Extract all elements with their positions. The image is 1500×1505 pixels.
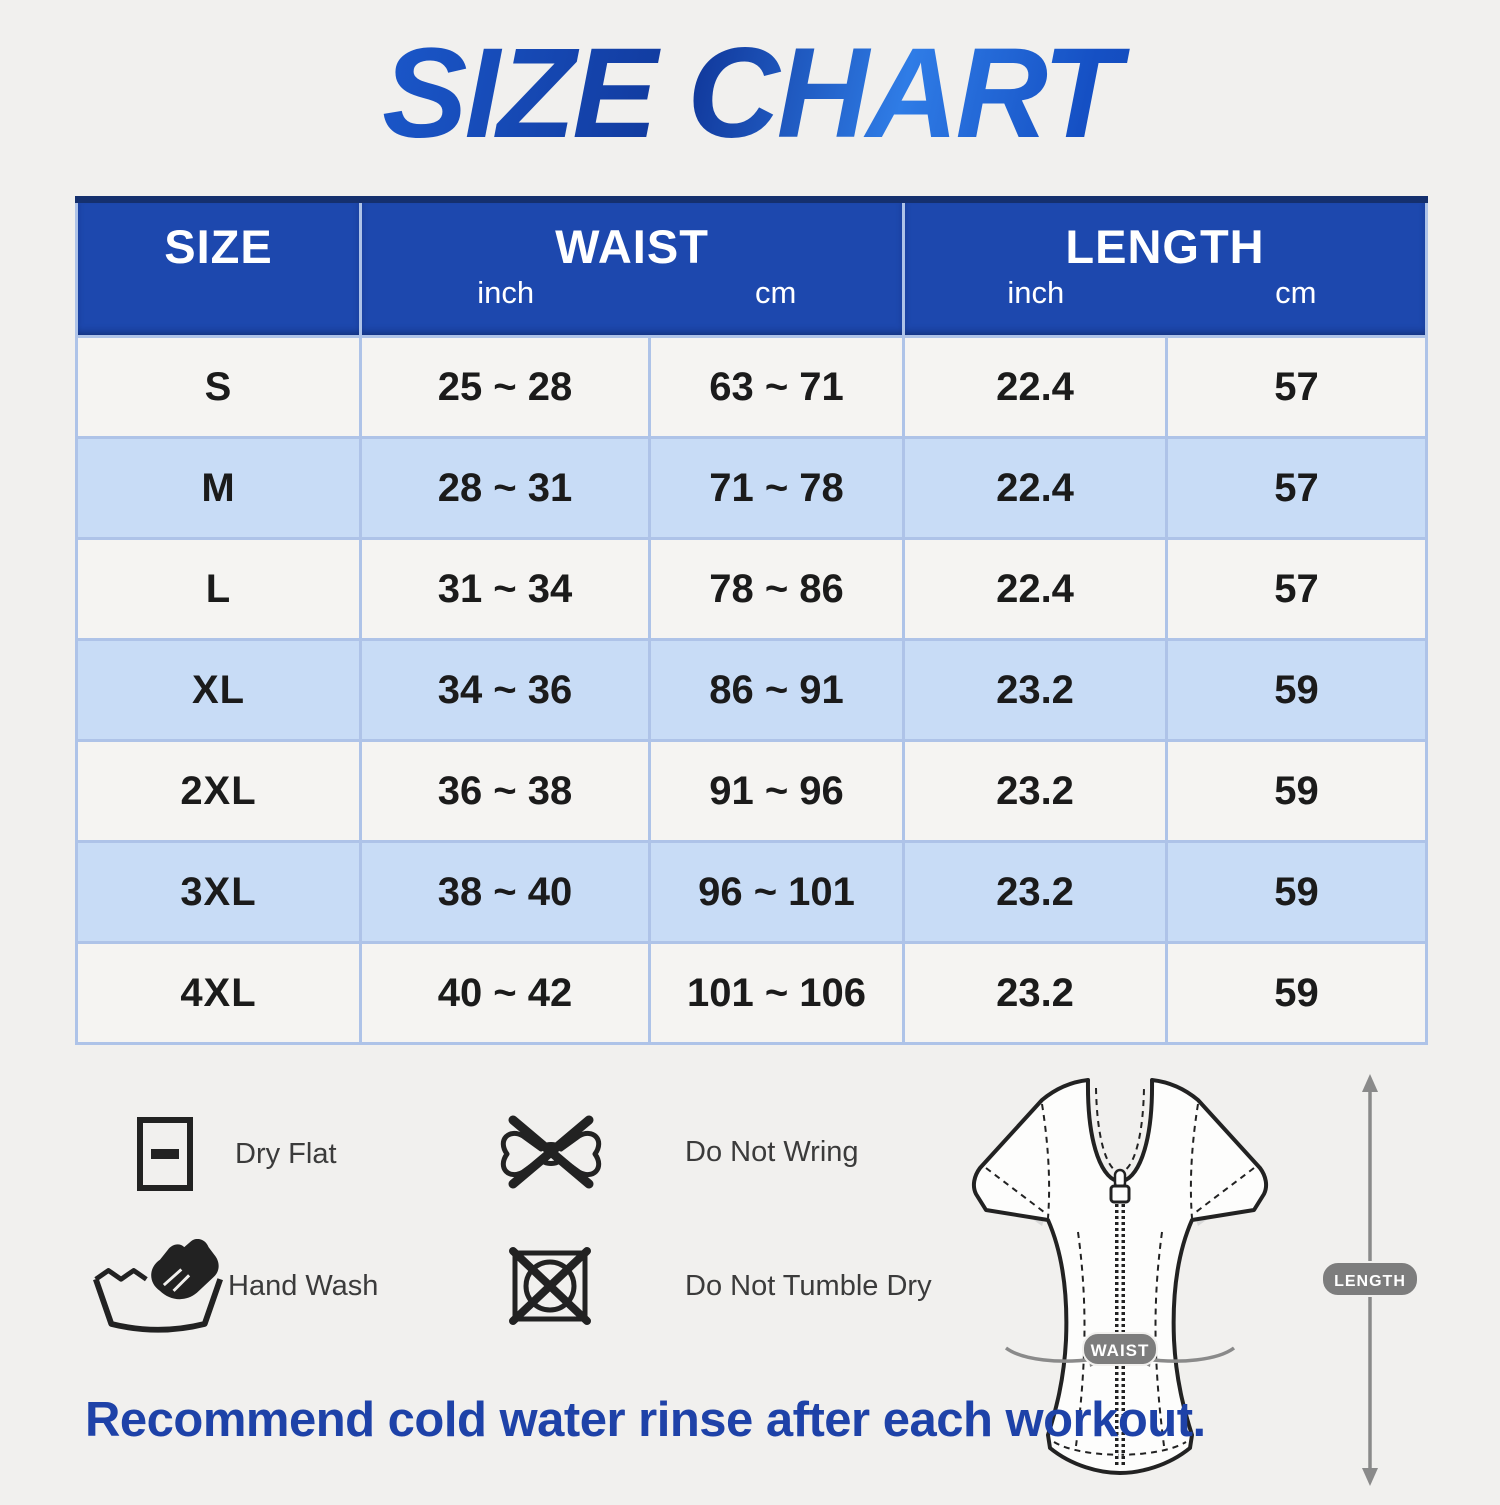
length-inch-value: 23.2 [902,941,1169,1045]
length-unit-inch: inch [1007,274,1065,310]
waist-unit-cm: cm [754,274,797,310]
waist-cm-value: 86 ~ 91 [647,638,906,742]
table-header: SIZE WAIST inch cm LENGTH inch cm [75,199,1429,338]
waist-cm-value: 71 ~ 78 [647,436,906,540]
size-value: 2XL [75,739,362,843]
length-cm-value: 59 [1165,941,1429,1045]
table-row: 4XL 40 ~ 42 101 ~ 106 23.2 59 [75,941,1429,1045]
length-cm-value: 57 [1165,537,1429,641]
care-item-hand-wash: Hand Wash [88,1236,378,1336]
page-title: SIZE CHART [0,20,1500,167]
garment-measure-diagram: WAIST LENGTH [950,1050,1430,1505]
waist-inch-value: 36 ~ 38 [359,739,651,843]
length-unit-cm: cm [1275,274,1317,310]
waist-arrows [1004,1346,1236,1363]
hand-wash-icon [88,1239,228,1333]
size-chart-table: SIZE WAIST inch cm LENGTH inch cm S [75,196,1429,1045]
care-item-dry-flat: Dry Flat [95,1108,337,1200]
waist-inch-value: 31 ~ 34 [359,537,651,641]
length-cm-value: 59 [1165,840,1429,944]
care-label: Do Not Wring [685,1135,859,1168]
waist-inch-value: 38 ~ 40 [359,840,651,944]
size-value: 4XL [75,941,362,1045]
waist-cm-value: 96 ~ 101 [647,840,906,944]
care-label: Hand Wash [228,1269,379,1302]
waist-label-pill: WAIST [1082,1332,1158,1366]
length-cm-value: 59 [1165,739,1429,843]
waist-inch-value: 28 ~ 31 [359,436,651,540]
size-value: S [75,335,362,439]
length-inch-value: 22.4 [902,537,1169,641]
table-row: 3XL 38 ~ 40 96 ~ 101 23.2 59 [75,840,1429,944]
care-label: Dry Flat [235,1137,337,1170]
waist-inch-value: 40 ~ 42 [359,941,651,1045]
waist-cm-value: 63 ~ 71 [647,335,906,439]
waist-inch-value: 25 ~ 28 [359,335,651,439]
length-cm-value: 57 [1165,335,1429,439]
length-cm-value: 59 [1165,638,1429,742]
garment-seams [985,1087,1255,1456]
size-value: XL [75,638,362,742]
header-waist: WAIST inch cm [358,199,906,338]
size-value: M [75,436,362,540]
waist-cm-value: 78 ~ 86 [647,537,906,641]
waist-cm-value: 101 ~ 106 [647,941,906,1045]
table-row: S 25 ~ 28 63 ~ 71 22.4 57 [75,335,1429,439]
length-inch-value: 22.4 [902,335,1169,439]
length-label-pill: LENGTH [1321,1261,1419,1297]
dry-flat-icon [95,1116,235,1192]
table-row: M 28 ~ 31 71 ~ 78 22.4 57 [75,436,1429,540]
length-inch-value: 23.2 [902,638,1169,742]
length-inch-value: 22.4 [902,436,1169,540]
do-not-wring-icon [492,1112,607,1192]
table-row: 2XL 36 ~ 38 91 ~ 96 23.2 59 [75,739,1429,843]
table-row: XL 34 ~ 36 86 ~ 91 23.2 59 [75,638,1429,742]
waist-label-text: WAIST [1091,1341,1150,1360]
do-not-tumble-dry-icon [492,1244,607,1328]
header-length: LENGTH inch cm [902,199,1429,338]
table-row: L 31 ~ 34 78 ~ 86 22.4 57 [75,537,1429,641]
size-value: L [75,537,362,641]
footer-note: Recommend cold water rinse after each wo… [85,1393,1206,1447]
size-value: 3XL [75,840,362,944]
care-label: Do Not Tumble Dry [685,1269,932,1302]
length-label-text: LENGTH [1334,1273,1406,1290]
length-inch-value: 23.2 [902,739,1169,843]
care-item-do-not-tumble-dry: Do Not Tumble Dry [492,1240,932,1332]
length-cm-value: 57 [1165,436,1429,540]
care-item-do-not-wring: Do Not Wring [492,1106,859,1198]
header-size: SIZE [75,199,362,338]
waist-inch-value: 34 ~ 36 [359,638,651,742]
waist-unit-inch: inch [477,274,535,310]
waist-cm-value: 91 ~ 96 [647,739,906,843]
length-inch-value: 23.2 [902,840,1169,944]
